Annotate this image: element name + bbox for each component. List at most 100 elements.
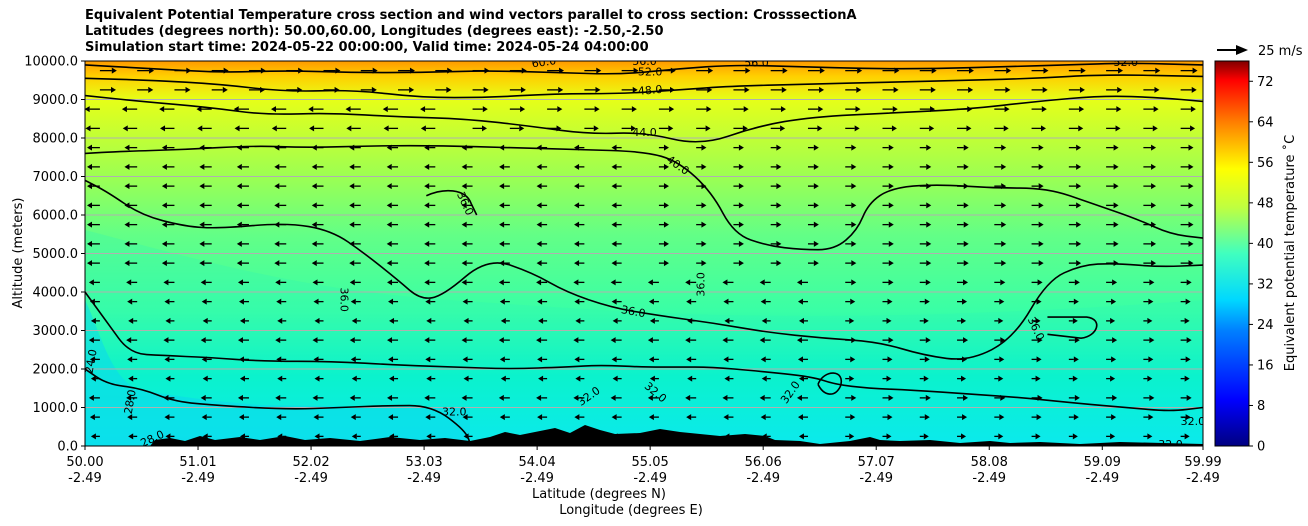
wind-vector-head [611,183,617,190]
x-axis: 50.00-2.4951.01-2.4952.02-2.4953.03-2.49… [66,446,1222,486]
wind-vector-head [311,240,317,247]
wind-vector-head [1000,337,1006,344]
wind-vector-head [420,125,426,132]
wind-vector-head [923,375,929,382]
wind-vector-head [425,356,431,363]
wind-vector-head [1116,106,1122,113]
wind-vector-head [461,183,467,190]
wind-vector-head [165,433,171,440]
wind-vector-head [926,144,932,151]
wind-vector-head [1074,394,1080,401]
wind-vector-head [610,337,616,344]
wind-vector-head [351,375,357,382]
wind-vector-head [126,279,132,286]
contour-line-36-loop [1047,316,1098,340]
wind-vector-head [1148,356,1154,363]
wind-vector-head [722,394,728,401]
wind-vector-head [238,414,244,421]
wind-vector-head [963,240,969,247]
wind-vector-head [1076,240,1082,247]
wind-vector-head [165,317,171,324]
wind-vector-head [647,394,653,401]
wind-vector-head [200,279,206,286]
colorbar-tick-label: 16 [1257,358,1274,373]
wind-vector-head [782,67,788,74]
wind-vector-head [424,163,430,170]
wind-vector-head [888,144,894,151]
cold-region-patch [85,300,470,446]
x-tick-label-lat: 59.99 [1184,455,1221,470]
wind-vector-head [850,298,856,305]
wind-vector-head [237,394,243,401]
wind-vector-head [311,260,317,267]
wind-vector-head [90,375,96,382]
wind-vector-head [888,260,894,267]
wind-vector-head [1190,125,1196,132]
x-tick-label-lat: 58.08 [971,455,1008,470]
wind-vector-head [611,202,617,209]
wind-vector-head [574,298,580,305]
wind-vector-head [1186,279,1192,286]
wind-vector-head [1001,240,1007,247]
y-axis: 0.0 1000.0 2000.0 3000.0 4000.0 5000.0 6000.0 7… [24,55,85,455]
wind-vector-head [760,414,766,421]
wind-vector-head [891,125,897,132]
wind-vector-head [1148,414,1154,421]
wind-vector-head [1155,67,1161,74]
wind-vector-head [312,337,318,344]
wind-vector-head [1191,86,1197,93]
wind-vector-head [312,394,318,401]
wind-vector-head [1001,202,1007,209]
wind-vector-head [127,414,133,421]
contour-label: 48.0 [637,83,663,98]
wind-vector-head [761,317,767,324]
colorbar-tick-label: 40 [1257,237,1274,252]
contour-line-36-closed [425,189,478,216]
wind-vector-head [998,433,1004,440]
wind-vector-head [499,414,505,421]
wind-vector-head [1113,202,1119,209]
wind-vector-head [963,394,969,401]
wind-vector-head [1147,375,1153,382]
wind-vector-head [574,202,580,209]
wind-vector-head [424,221,430,228]
wind-vector-head [199,163,205,170]
wind-vector-head [611,240,617,247]
wind-vector-head [164,414,170,421]
wind-vector-head [89,356,95,363]
wind-vector-head [388,356,394,363]
y-tick-label: 3000.0 [33,324,79,339]
wind-vector-head [701,240,707,247]
wind-vector-head [389,375,395,382]
wind-vector-head [574,414,580,421]
wind-vector-head [277,375,283,382]
wind-vector-head [856,86,862,93]
wind-vector-head [124,240,130,247]
wind-vector-head [1079,86,1085,93]
wind-vector-head [161,144,167,151]
wind-vector-head [351,317,357,324]
wind-vector-head [463,375,469,382]
y-tick-label: 9000.0 [33,93,79,108]
wind-vector-head [234,125,240,132]
wind-vector-head [461,394,467,401]
wind-vector-head [663,163,669,170]
contour-label: 56.0 [744,57,769,70]
wind-vector-head [813,260,819,267]
wind-vector-head [1188,163,1194,170]
wind-vector-head [701,163,707,170]
wind-vector-head [851,221,857,228]
wind-vector-head [148,86,154,93]
wind-vector-head [387,394,393,401]
wind-vector-head [594,106,600,113]
wind-vector-head [238,298,244,305]
wind-vector-head [663,221,669,228]
wind-vector-head [738,144,744,151]
wind-vector-head [462,414,468,421]
wind-vector-head [424,240,430,247]
wind-vector-head [963,337,969,344]
wind-vector-head [124,260,130,267]
wind-vector-head [1076,144,1082,151]
wind-vector-head [738,183,744,190]
wind-vector-head [1074,337,1080,344]
